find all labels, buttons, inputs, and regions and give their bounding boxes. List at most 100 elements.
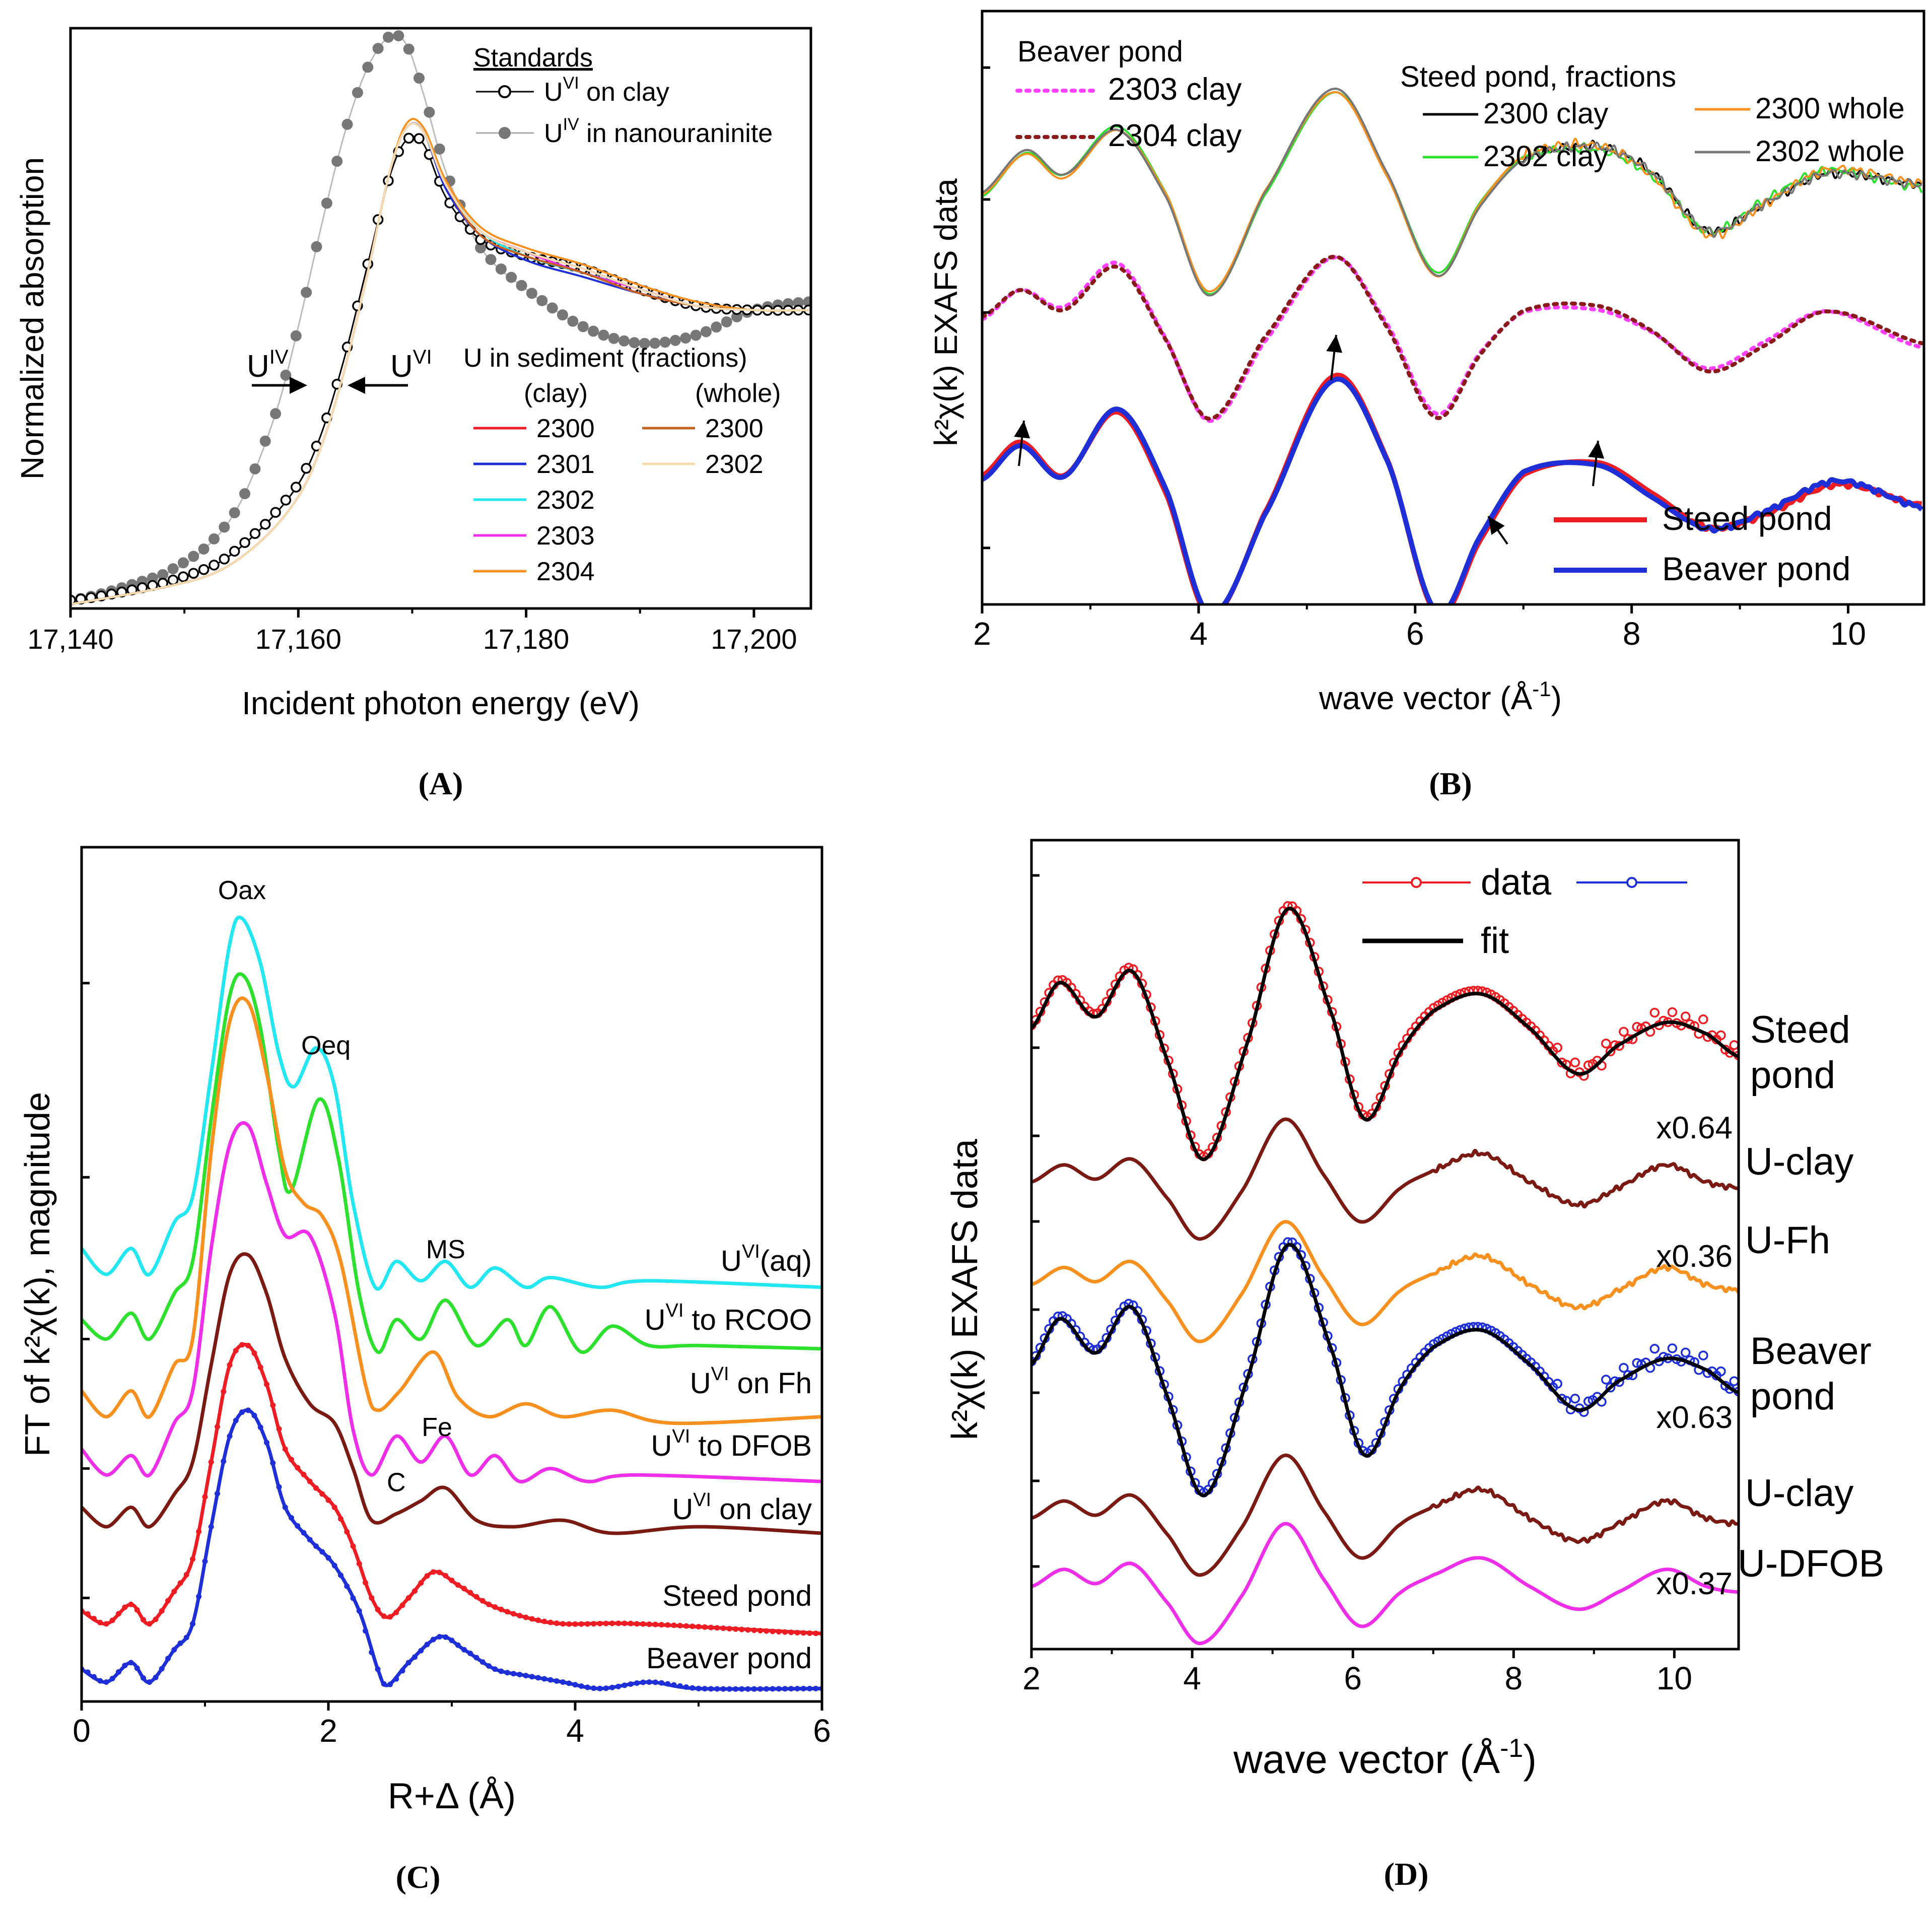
panel-a-series-0-point-27 bbox=[341, 118, 353, 130]
panel-c-series-label-2: UVI on Fh bbox=[690, 1364, 812, 1400]
panel-b-xtick-label-4: 10 bbox=[1830, 616, 1866, 652]
panel-c-series-6-point-78 bbox=[560, 1679, 566, 1685]
panel-c-series-5-point-35 bbox=[295, 1465, 301, 1471]
panel-c-series-5-point-40 bbox=[325, 1497, 331, 1503]
panel-d-series-6 bbox=[1031, 1453, 1739, 1577]
panel-b-arrows bbox=[1014, 334, 1605, 545]
panel-c-series-6-point-84 bbox=[597, 1685, 603, 1691]
panel-c-series-6-point-73 bbox=[529, 1674, 535, 1680]
panel-a-annot-uiv-label: UIV bbox=[247, 346, 289, 384]
panel-c-series-5-point-22 bbox=[215, 1424, 220, 1430]
panel-c-series-5-point-90 bbox=[634, 1621, 640, 1627]
panel-c-series-5-point-23 bbox=[221, 1389, 227, 1395]
panel-a-series-0-point-32 bbox=[393, 30, 404, 41]
panel-a-series-0-point-20 bbox=[270, 408, 282, 420]
panel-a-series-0-point-12 bbox=[188, 551, 199, 562]
panel-c-series-6-point-62 bbox=[461, 1647, 467, 1653]
panel-a-std-legend-marker-0 bbox=[498, 85, 511, 98]
panel-c-series-5-point-61 bbox=[455, 1582, 461, 1588]
panel-c-series-6-point-64 bbox=[473, 1655, 479, 1661]
panel-c-series-6-point-69 bbox=[504, 1670, 510, 1676]
panel-c-series-5-point-60 bbox=[449, 1578, 455, 1584]
panel-a-whole-legend-label-0: 2300 bbox=[705, 414, 764, 443]
panel-b-caption: (B) bbox=[1429, 766, 1472, 801]
panel-c-caption: (C) bbox=[396, 1859, 441, 1895]
panel-a-std-legend-marker-1 bbox=[499, 127, 511, 139]
panel-c-series-6-point-90 bbox=[634, 1680, 640, 1686]
panel-c-series-5-point-74 bbox=[535, 1617, 541, 1623]
panel-c-series-5-point-76 bbox=[547, 1619, 554, 1625]
panel-a-series-0-point-47 bbox=[546, 302, 558, 314]
panel-b-steed-legend-label-2: 2300 whole bbox=[1755, 92, 1905, 125]
panel-c-series-6-point-61 bbox=[455, 1642, 461, 1648]
panel-c-series-5-point-62 bbox=[461, 1586, 467, 1592]
panel-b-frame bbox=[981, 10, 1925, 606]
panel-d-series-4-point-141 bbox=[1649, 1344, 1660, 1354]
panel-c-series-5-point-99 bbox=[689, 1623, 696, 1629]
panel-a-series-0-point-14 bbox=[208, 533, 220, 544]
panel-a-series-0-point-56 bbox=[639, 337, 650, 349]
panel-c-peak-labels: Oax Oeq MS Fe C bbox=[218, 876, 465, 1497]
panel-c-series-5-point-11 bbox=[147, 1621, 153, 1627]
panel-a-series-0-point-49 bbox=[567, 315, 579, 327]
panel-c-series-label-5: Steed pond bbox=[662, 1580, 812, 1612]
panel-c-series-5-point-5 bbox=[109, 1617, 115, 1623]
panel-c-series-6-point-17 bbox=[183, 1634, 189, 1641]
panel-a-series-0-point-17 bbox=[239, 488, 251, 500]
panel-c-series-6-point-40 bbox=[325, 1555, 331, 1561]
panel-a-series-group bbox=[71, 30, 811, 606]
panel-c-series-6-point-116 bbox=[794, 1686, 800, 1692]
panel-d-xtick-label-4: 10 bbox=[1657, 1660, 1692, 1696]
panel-c-series-6-point-114 bbox=[782, 1686, 788, 1692]
panel-a-series-0-point-28 bbox=[352, 87, 363, 98]
panel-a-clay-legend-label-3: 2303 bbox=[536, 521, 595, 551]
panel-c-series-6-point-88 bbox=[622, 1682, 628, 1688]
panel-c-series-6-point-117 bbox=[800, 1685, 806, 1691]
panel-a-clay-legend-label-4: 2304 bbox=[536, 557, 595, 586]
panel-c-series-5-point-97 bbox=[677, 1622, 683, 1628]
panel-c-series-6-point-23 bbox=[221, 1458, 227, 1464]
panel-c-series-5-point-75 bbox=[541, 1618, 547, 1624]
panel-c-series-6-point-53 bbox=[405, 1660, 411, 1666]
panel-b-steed-legend-label-1: 2302 clay bbox=[1483, 140, 1608, 173]
panel-c-series-6-point-96 bbox=[671, 1682, 677, 1688]
panel-a-series-0-point-60 bbox=[680, 332, 692, 344]
panel-b-series-5 bbox=[982, 254, 1924, 421]
panel-a-series-1-point-23 bbox=[301, 463, 312, 474]
panel-d-series-0-point-148 bbox=[1680, 1011, 1691, 1021]
panel-c-peak-label-0: Oax bbox=[218, 876, 266, 905]
panel-b-steed-legend-label-0: 2300 clay bbox=[1483, 97, 1608, 130]
panel-d-xtick-label-1: 4 bbox=[1183, 1660, 1201, 1696]
panel-a-sediment-title: U in sediment (fractions) bbox=[463, 344, 747, 373]
panel-c-xticks: 0 2 4 6 bbox=[73, 982, 831, 1749]
panel-d-series-0-point-130 bbox=[1601, 1038, 1611, 1049]
panel-b-series-group bbox=[982, 88, 1924, 604]
panel-c-series-6-point-85 bbox=[603, 1685, 609, 1691]
panel-a-series-0-point-31 bbox=[382, 31, 394, 43]
panel-c-xtick-label-2: 4 bbox=[566, 1713, 584, 1749]
panel-d-series-0-point-159 bbox=[1729, 1040, 1739, 1050]
panel-c-series-5-point-15 bbox=[171, 1589, 177, 1595]
panel-c-series-6-point-65 bbox=[479, 1659, 486, 1665]
panel-c-series-5-point-49 bbox=[381, 1613, 387, 1619]
panel-a-series-0-point-44 bbox=[516, 280, 527, 291]
panel-c-series-5-point-110 bbox=[757, 1627, 763, 1633]
panel-a-series-0-point-23 bbox=[301, 287, 312, 298]
panel-c-series-6-point-3 bbox=[97, 1678, 103, 1684]
panel-c-series-6-point-30 bbox=[264, 1440, 269, 1446]
panel-a-series-0-point-55 bbox=[629, 337, 640, 349]
panel-d-ylabel: k²χ(k) EXAFS data bbox=[945, 1138, 985, 1440]
panel-c-series-6-point-20 bbox=[202, 1558, 208, 1564]
panel-c-series-5-point-113 bbox=[776, 1629, 782, 1635]
panel-d-series-0-point-123 bbox=[1570, 1057, 1580, 1068]
panel-a-series-0-point-10 bbox=[167, 563, 179, 575]
panel-a-series-0-point-22 bbox=[290, 330, 302, 342]
panel-c-series-5-point-77 bbox=[554, 1620, 560, 1626]
panel-c-series-5-point-43 bbox=[344, 1529, 350, 1535]
panel-c-xtick-label-3: 6 bbox=[813, 1713, 831, 1749]
panel-c-series-6-point-50 bbox=[387, 1681, 393, 1687]
panel-d-series-0-point-141 bbox=[1649, 1007, 1660, 1018]
panel-b-arrow-head-3 bbox=[1588, 441, 1605, 459]
panel-a-ylabel: Normalized absorption bbox=[14, 157, 50, 480]
panel-c-series-6-point-22 bbox=[215, 1490, 220, 1496]
